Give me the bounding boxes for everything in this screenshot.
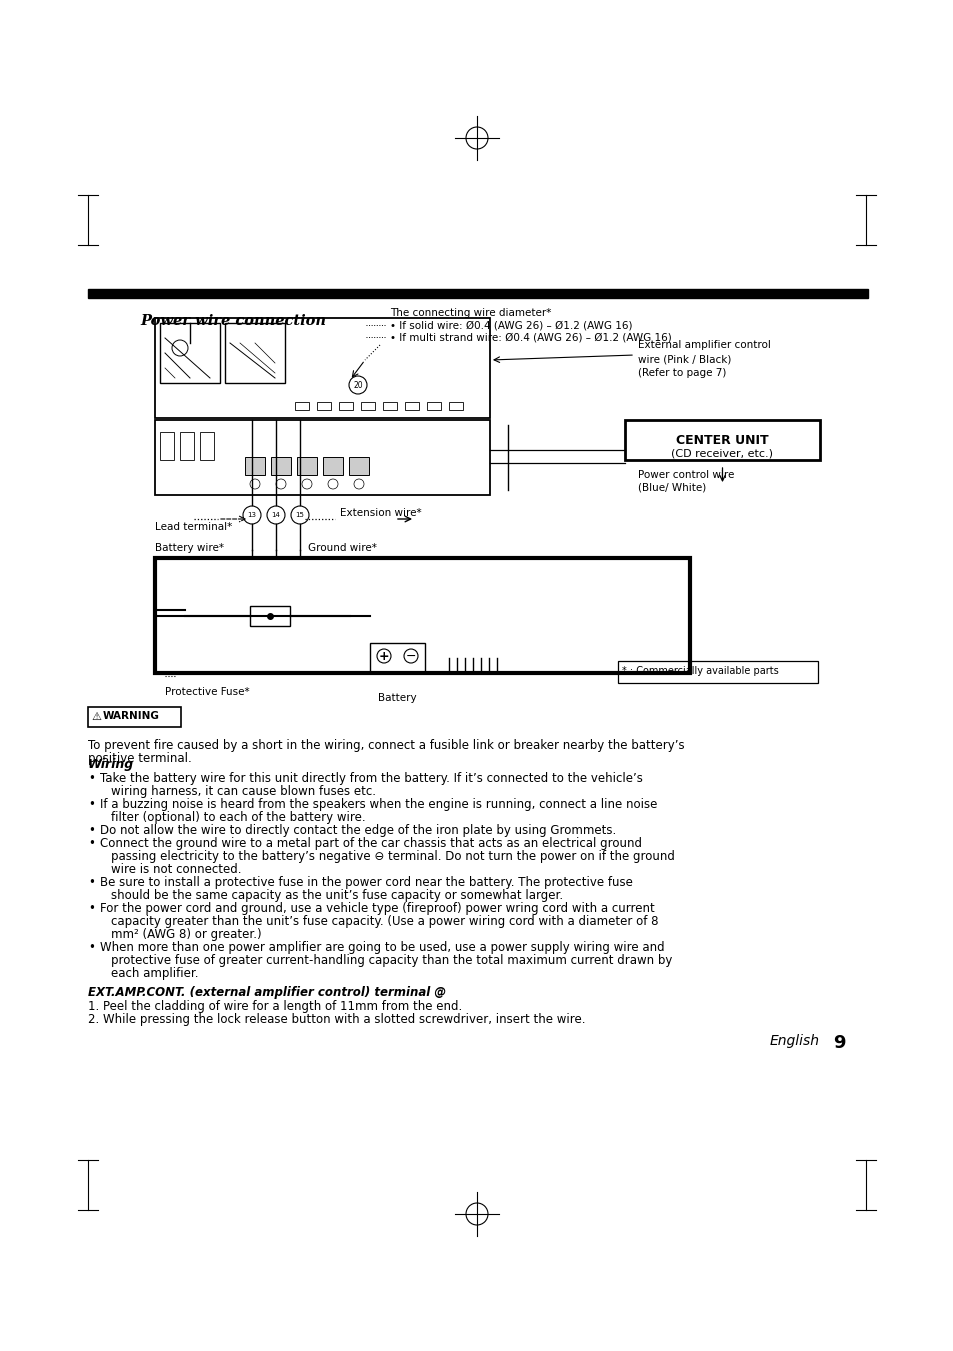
Text: 1. Peel the cladding of wire for a length of 11mm from the end.: 1. Peel the cladding of wire for a lengt… (88, 1000, 462, 1013)
Text: each amplifier.: each amplifier. (111, 967, 198, 979)
Text: +: + (378, 650, 389, 662)
Text: wire is not connected.: wire is not connected. (111, 863, 241, 875)
Text: •: • (88, 824, 94, 838)
Bar (338, 403, 353, 409)
Bar (624, 420, 820, 459)
Text: •: • (88, 942, 94, 954)
Text: (Blue/ White): (Blue/ White) (638, 484, 705, 493)
Text: For the power cord and ground, use a vehicle type (fireproof) power wring cord w: For the power cord and ground, use a veh… (100, 902, 654, 915)
Text: • If multi strand wire: Ø0.4 (AWG 26) – Ø1.2 (AWG 16): • If multi strand wire: Ø0.4 (AWG 26) – … (390, 332, 671, 342)
Bar (405, 403, 418, 409)
Bar (296, 457, 316, 476)
Text: positive terminal.: positive terminal. (88, 753, 192, 765)
Text: External amplifier control
wire (Pink / Black)
(Refer to page 7): External amplifier control wire (Pink / … (638, 340, 770, 378)
Text: should be the same capacity as the unit’s fuse capacity or somewhat larger.: should be the same capacity as the unit’… (111, 889, 562, 902)
Bar (154, 317, 490, 417)
Text: * : Commercially available parts: * : Commercially available parts (621, 666, 778, 676)
Bar (349, 457, 369, 476)
Bar (316, 403, 331, 409)
Text: Be sure to install a protective fuse in the power cord near the battery. The pro: Be sure to install a protective fuse in … (100, 875, 632, 889)
Text: −: − (405, 650, 416, 662)
Text: •: • (88, 902, 94, 915)
Bar (245, 457, 265, 476)
Bar (382, 403, 396, 409)
Text: If a buzzing noise is heard from the speakers when the engine is running, connec: If a buzzing noise is heard from the spe… (100, 798, 657, 811)
Text: Power control wire: Power control wire (638, 470, 734, 480)
Text: 14: 14 (272, 512, 280, 517)
Text: 2. While pressing the lock release button with a slotted screwdriver, insert the: 2. While pressing the lock release butto… (88, 1013, 585, 1025)
Text: Lead terminal*: Lead terminal* (154, 521, 232, 532)
Text: wiring harness, it can cause blown fuses etc.: wiring harness, it can cause blown fuses… (111, 785, 375, 798)
Bar (370, 643, 424, 673)
Bar (618, 661, 817, 684)
Bar (154, 420, 490, 494)
Text: Battery: Battery (377, 693, 416, 703)
Text: mm² (AWG 8) or greater.): mm² (AWG 8) or greater.) (111, 928, 261, 942)
Text: Wiring: Wiring (88, 758, 134, 771)
Bar (323, 457, 343, 476)
Bar (360, 403, 375, 409)
Text: ⚠: ⚠ (91, 712, 101, 721)
Bar (427, 403, 440, 409)
Text: 13: 13 (247, 512, 256, 517)
Text: (CD receiver, etc.): (CD receiver, etc.) (671, 449, 773, 458)
Bar (271, 457, 291, 476)
Text: •: • (88, 875, 94, 889)
Text: filter (optional) to each of the battery wire.: filter (optional) to each of the battery… (111, 811, 365, 824)
Text: English: English (769, 1034, 820, 1048)
Text: •: • (88, 838, 94, 850)
Text: EXT.AMP.CONT. (external amplifier control) terminal @: EXT.AMP.CONT. (external amplifier contro… (88, 986, 446, 998)
Text: To prevent fire caused by a short in the wiring, connect a fusible link or break: To prevent fire caused by a short in the… (88, 739, 684, 753)
Text: Power wire connection: Power wire connection (140, 313, 326, 328)
Text: Connect the ground wire to a metal part of the car chassis that acts as an elect: Connect the ground wire to a metal part … (100, 838, 641, 850)
Bar (449, 403, 462, 409)
Bar (225, 323, 285, 382)
Bar (160, 432, 173, 459)
Text: Take the battery wire for this unit directly from the battery. If it’s connected: Take the battery wire for this unit dire… (100, 771, 642, 785)
Text: Protective Fuse*: Protective Fuse* (165, 688, 250, 697)
Text: •: • (88, 798, 94, 811)
Text: •: • (88, 771, 94, 785)
Text: protective fuse of greater current-handling capacity than the total maximum curr: protective fuse of greater current-handl… (111, 954, 672, 967)
Bar (88, 707, 181, 727)
Bar (294, 403, 309, 409)
Text: 15: 15 (295, 512, 304, 517)
Text: passing electricity to the battery’s negative ⊖ terminal. Do not turn the power : passing electricity to the battery’s neg… (111, 850, 674, 863)
Text: Battery wire*: Battery wire* (154, 543, 224, 553)
Text: Extension wire*: Extension wire* (339, 508, 421, 517)
Bar (88, 289, 867, 299)
Text: 20: 20 (353, 381, 362, 389)
Text: Do not allow the wire to directly contact the edge of the iron plate by using Gr: Do not allow the wire to directly contac… (100, 824, 616, 838)
Bar (180, 432, 193, 459)
Bar (200, 432, 213, 459)
Text: The connecting wire diameter*: The connecting wire diameter* (390, 308, 551, 317)
Text: capacity greater than the unit’s fuse capacity. (Use a power wiring cord with a : capacity greater than the unit’s fuse ca… (111, 915, 658, 928)
Text: WARNING: WARNING (103, 711, 160, 721)
Text: • If solid wire: Ø0.4 (AWG 26) – Ø1.2 (AWG 16): • If solid wire: Ø0.4 (AWG 26) – Ø1.2 (A… (390, 320, 632, 330)
Text: Ground wire*: Ground wire* (308, 543, 376, 553)
Text: When more than one power amplifier are going to be used, use a power supply wiri: When more than one power amplifier are g… (100, 942, 664, 954)
Bar (154, 558, 689, 673)
Bar (160, 323, 220, 382)
Text: CENTER UNIT: CENTER UNIT (676, 434, 768, 447)
Text: 9: 9 (832, 1034, 844, 1052)
Bar (250, 605, 290, 626)
